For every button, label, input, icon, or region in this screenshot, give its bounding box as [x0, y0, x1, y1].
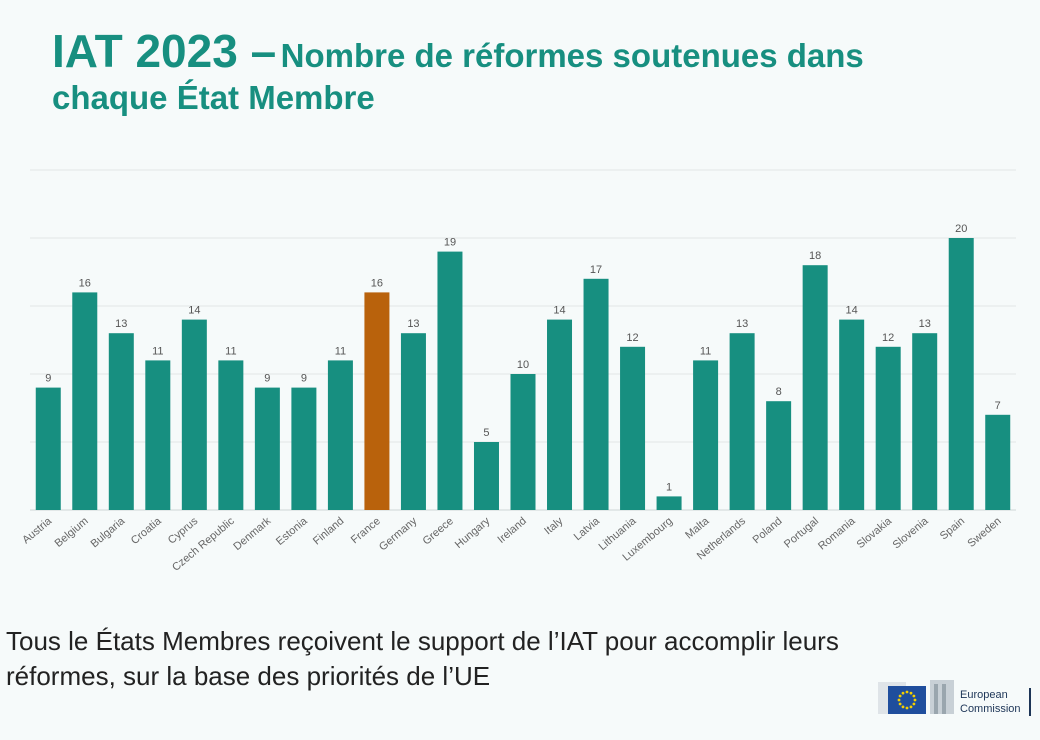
x-tick-label: Bulgaria [89, 515, 128, 551]
x-tick-label: Sweden [965, 515, 1003, 550]
x-tick-label: Slovakia [855, 515, 895, 551]
data-label: 19 [444, 237, 456, 249]
bar-bulgaria [108, 333, 134, 510]
bar-netherlands [729, 333, 755, 510]
x-tick-label: Slovenia [891, 515, 932, 552]
x-tick-label: Denmark [231, 515, 273, 553]
bar-croatia [145, 360, 171, 510]
bar-portugal [802, 265, 828, 510]
page-title: IAT 2023 – Nombre de réformes soutenues … [52, 25, 1032, 116]
bar-luxembourg [656, 496, 682, 510]
x-tick-label: Italy [542, 515, 566, 537]
bar-hungary [473, 442, 499, 510]
data-label: 11 [335, 345, 346, 357]
data-label: 5 [483, 427, 489, 439]
bar-ireland [510, 374, 536, 510]
bar-belgium [72, 292, 98, 510]
data-label: 7 [995, 400, 1001, 412]
data-label: 16 [79, 277, 91, 289]
bar-sweden [985, 414, 1011, 510]
european-commission-logo: European Commission [872, 672, 1036, 720]
data-label: 14 [188, 305, 200, 317]
bar-chart: 9 Austria 16 Belgium 13 Bulgaria 11 Croatia 14 Cy… [20, 169, 1016, 574]
logo-line2: Commission [960, 703, 1021, 716]
data-label: 13 [736, 318, 748, 330]
x-tick-label: Greece [421, 515, 456, 547]
x-tick-label: Belgium [53, 515, 91, 550]
data-label: 12 [882, 332, 894, 344]
data-label: 17 [590, 264, 602, 276]
data-label: 13 [115, 318, 127, 330]
x-tick-label: Estonia [274, 515, 310, 548]
bar-lithuania [620, 346, 646, 510]
logo-divider [1029, 688, 1031, 716]
data-label: 14 [553, 305, 565, 317]
data-label: 13 [407, 318, 419, 330]
eu-flag-icon [878, 680, 954, 714]
data-label: 13 [919, 318, 931, 330]
bar-cyprus [181, 319, 207, 510]
x-tick-label: Spain [938, 515, 967, 542]
x-tick-label: Germany [377, 515, 420, 554]
x-tick-label: Malta [683, 515, 712, 542]
data-label: 9 [301, 373, 307, 385]
bar-romania [839, 319, 865, 510]
title-main: IAT 2023 – [52, 25, 277, 77]
x-tick-label: Cyprus [166, 515, 201, 547]
x-tick-label: Croatia [129, 515, 165, 548]
data-label: 12 [626, 332, 638, 344]
bar-estonia [291, 387, 317, 510]
bar-germany [400, 333, 426, 510]
bar-greece [437, 251, 463, 510]
data-label: 11 [225, 345, 236, 357]
data-label: 8 [776, 386, 782, 398]
title-sub: Nombre de réformes soutenues dans [280, 37, 864, 74]
x-tick-label: Hungary [453, 515, 493, 551]
bar-france [364, 292, 390, 510]
data-label: 9 [264, 373, 270, 385]
x-tick-label: Czech Republic [170, 515, 237, 574]
title-line2: chaque État Membre [52, 78, 375, 116]
x-tick-label: Latvia [572, 515, 603, 544]
x-tick-label: Portugal [782, 515, 821, 551]
bar-malta [693, 360, 719, 510]
footnote-line1: Tous le États Membres reçoivent le suppo… [6, 626, 839, 656]
x-tick-label: Ireland [495, 515, 528, 546]
data-label: 18 [809, 250, 821, 262]
bar-denmark [254, 387, 280, 510]
data-label: 10 [517, 359, 529, 371]
bar-slovakia [875, 346, 901, 510]
x-tick-label: Poland [751, 515, 785, 546]
bar-slovenia [912, 333, 938, 510]
x-tick-label: Austria [20, 515, 55, 547]
data-label: 9 [45, 373, 51, 385]
x-tick-label: Finland [311, 515, 346, 547]
bar-poland [766, 401, 792, 510]
bar-latvia [583, 278, 609, 510]
bar-finland [327, 360, 353, 510]
logo-text: European Commission [960, 688, 1021, 717]
data-label: 11 [700, 345, 711, 357]
data-label: 1 [666, 481, 672, 493]
data-label: 14 [846, 305, 858, 317]
bar-czech-republic [218, 360, 244, 510]
data-label: 11 [152, 345, 163, 357]
x-tick-label: France [349, 515, 383, 546]
bar-austria [35, 387, 61, 510]
data-label: 20 [955, 223, 967, 235]
logo-line1: European [960, 689, 1008, 701]
data-label: 16 [371, 277, 383, 289]
bar-spain [948, 238, 974, 510]
footnote-line2: réformes, sur la base des priorités de l… [6, 661, 491, 692]
x-tick-label: Romania [816, 515, 858, 553]
bar-italy [547, 319, 573, 510]
footnote: Tous le États Membres reçoivent le suppo… [6, 624, 986, 694]
